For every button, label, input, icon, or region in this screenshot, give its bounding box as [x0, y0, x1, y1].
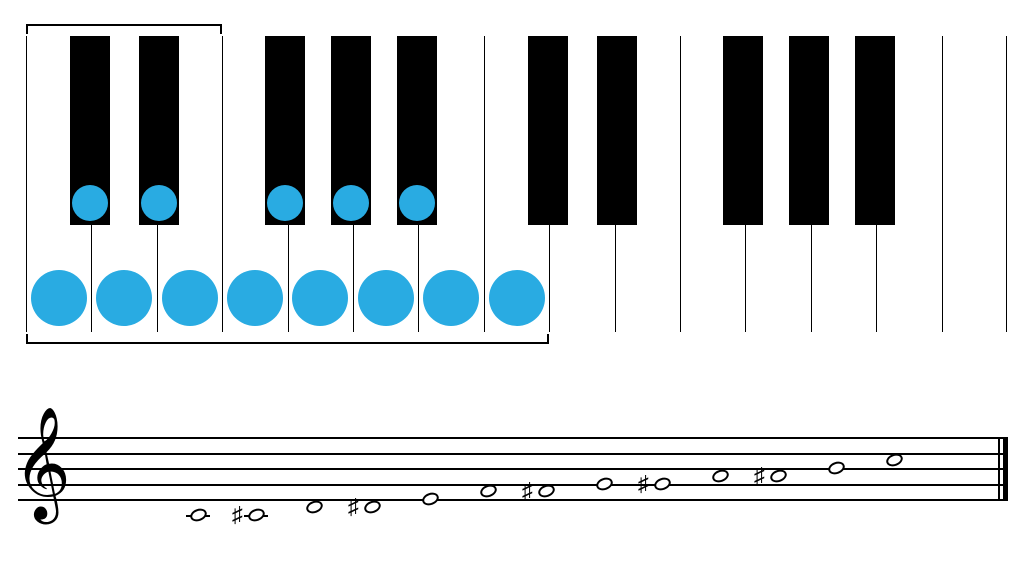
highlight-dot — [96, 270, 152, 326]
staff-line — [18, 499, 1008, 501]
accidental-sharp: ♯ — [232, 504, 243, 526]
staff-line — [18, 468, 1008, 470]
treble-clef-icon: 𝄞 — [13, 415, 71, 513]
accidental-sharp: ♯ — [638, 473, 649, 495]
highlight-dot — [292, 270, 348, 326]
white-key — [942, 36, 1007, 332]
accidental-sharp: ♯ — [754, 465, 765, 487]
highlight-dot — [162, 270, 218, 326]
black-key — [723, 36, 763, 225]
music-staff: 𝄞♯♯♯♯♯ — [18, 437, 1008, 527]
black-key — [597, 36, 637, 225]
piano-keyboard — [26, 36, 1007, 332]
bracket-bottom — [26, 334, 549, 344]
whole-note — [420, 490, 440, 507]
highlight-dot — [227, 270, 283, 326]
highlight-dot — [72, 185, 108, 221]
whole-note — [246, 506, 266, 523]
highlight-dot — [141, 185, 177, 221]
highlight-dot — [333, 185, 369, 221]
highlight-dot — [267, 185, 303, 221]
whole-note — [826, 459, 846, 476]
black-key — [855, 36, 895, 225]
highlight-dot — [399, 185, 435, 221]
bracket-top — [26, 24, 222, 34]
whole-note — [594, 475, 614, 492]
highlight-dot — [423, 270, 479, 326]
staff-line — [18, 453, 1008, 455]
accidental-sharp: ♯ — [348, 496, 359, 518]
accidental-sharp: ♯ — [522, 480, 533, 502]
staff-line — [18, 437, 1008, 439]
highlight-dot — [31, 270, 87, 326]
black-key — [789, 36, 829, 225]
staff-line — [18, 484, 1008, 486]
highlight-dot — [489, 270, 545, 326]
whole-note — [188, 506, 208, 523]
whole-note — [652, 475, 672, 492]
highlight-dot — [358, 270, 414, 326]
black-key — [528, 36, 568, 225]
